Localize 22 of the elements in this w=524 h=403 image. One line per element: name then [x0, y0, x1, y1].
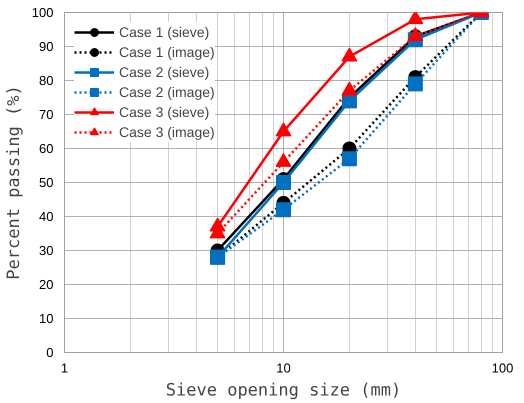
y-tick-label: 100 — [32, 5, 54, 20]
y-tick-label: 30 — [39, 243, 54, 258]
legend-label: Case 2 (sieve) — [119, 64, 210, 80]
y-tick-label: 10 — [39, 311, 54, 326]
y-tick-label: 70 — [39, 107, 54, 122]
legend-label: Case 1 (sieve) — [119, 24, 210, 40]
x-tick-label: 1 — [60, 360, 68, 376]
legend-label: Case 1 (image) — [119, 44, 215, 60]
x-axis-title: Sieve opening size (mm) — [166, 380, 402, 400]
y-axis-title: Percent passing (%) — [4, 85, 24, 280]
y-tick-label: 80 — [39, 73, 54, 88]
y-tick-label: 20 — [39, 277, 54, 292]
y-tick-label: 50 — [39, 175, 54, 190]
legend-label: Case 2 (image) — [119, 84, 215, 100]
legend-label: Case 3 (image) — [119, 124, 215, 140]
x-tick-label: 10 — [276, 360, 291, 376]
x-tick-label: 100 — [492, 360, 514, 376]
y-tick-label: 60 — [39, 141, 54, 156]
y-tick-label: 40 — [39, 209, 54, 224]
y-tick-label: 0 — [46, 345, 54, 360]
legend-label: Case 3 (sieve) — [119, 104, 210, 120]
y-tick-label: 90 — [39, 39, 54, 54]
